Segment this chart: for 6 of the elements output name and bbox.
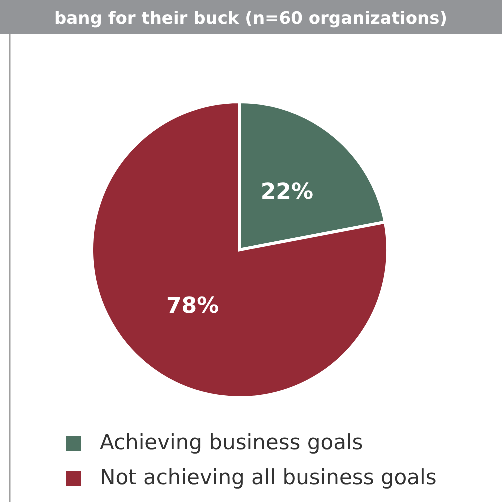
chart-title: bang for their buck (n=60 organizations) [54, 9, 448, 29]
pie-slice [90, 100, 390, 400]
legend-label: Achieving business goals [100, 430, 364, 455]
legend-label: Not achieving all business goals [100, 466, 437, 490]
data-label: 22% [260, 180, 314, 205]
data-label: 78% [166, 294, 220, 320]
